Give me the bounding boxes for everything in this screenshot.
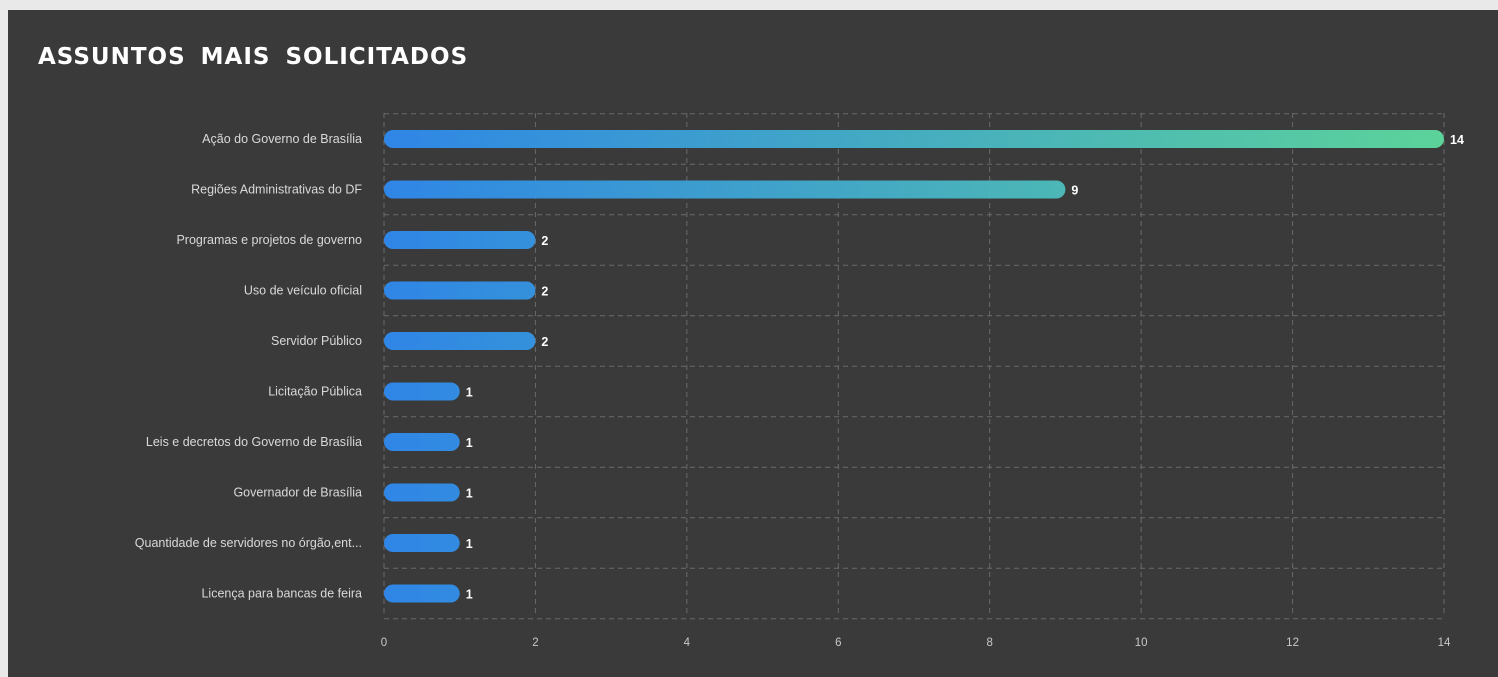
value-label: 1	[466, 537, 473, 551]
category-label: Governador de Brasília	[233, 486, 362, 500]
category-label: Programas e projetos de governo	[176, 233, 362, 247]
value-label: 2	[541, 234, 548, 248]
x-tick-label: 0	[381, 637, 387, 649]
bar[interactable]	[384, 534, 460, 552]
x-tick-label: 14	[1438, 637, 1451, 649]
category-label: Licitação Pública	[268, 385, 362, 399]
value-label: 1	[466, 386, 473, 400]
bars	[384, 130, 1444, 603]
category-label: Leis e decretos do Governo de Brasília	[146, 435, 362, 449]
bar[interactable]	[384, 382, 460, 401]
bar[interactable]	[384, 130, 1444, 148]
category-label: Uso de veículo oficial	[244, 284, 362, 298]
bar[interactable]	[384, 332, 536, 350]
value-label: 1	[466, 436, 473, 450]
category-label: Quantidade de servidores no órgão,ent...	[135, 536, 362, 550]
chart-title: ASSUNTOS MAIS SOLICITADOS	[38, 44, 469, 70]
category-label: Servidor Público	[271, 334, 362, 348]
category-label: Ação do Governo de Brasília	[202, 132, 362, 146]
x-tick-label: 10	[1135, 637, 1148, 649]
x-tick-label: 8	[987, 637, 993, 649]
bar[interactable]	[384, 281, 536, 300]
bar[interactable]	[384, 483, 460, 502]
bar[interactable]	[384, 584, 460, 603]
value-label: 1	[466, 588, 473, 602]
category-label: Licença para bancas de feira	[201, 587, 362, 601]
value-label: 2	[541, 285, 548, 299]
bar[interactable]	[384, 231, 536, 249]
x-tick-label: 12	[1286, 637, 1299, 649]
value-label: 9	[1071, 184, 1078, 198]
chart-panel: ASSUNTOS MAIS SOLICITADOS 0 2 4 6 8 10 12 14 Açã…	[8, 10, 1498, 677]
x-tick-label: 4	[684, 637, 691, 649]
value-label: 14	[1450, 133, 1464, 147]
value-label: 1	[466, 487, 473, 501]
bar[interactable]	[384, 433, 460, 451]
x-tick-label: 2	[532, 637, 538, 649]
bar[interactable]	[384, 180, 1066, 199]
category-label: Regiões Administrativas do DF	[191, 183, 362, 197]
x-tick-label: 6	[835, 637, 841, 649]
value-label: 2	[541, 335, 548, 349]
